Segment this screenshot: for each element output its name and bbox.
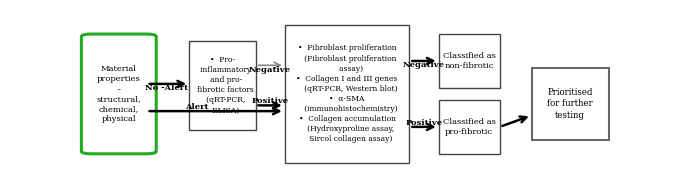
Text: Material
properties
–
structural,
chemical,
physical: Material properties – structural, chemic… <box>97 65 141 123</box>
Text: Positive: Positive <box>406 118 443 127</box>
FancyBboxPatch shape <box>438 100 500 154</box>
FancyBboxPatch shape <box>189 41 256 130</box>
FancyBboxPatch shape <box>82 34 156 154</box>
FancyBboxPatch shape <box>285 25 410 163</box>
Text: •  Pro-
   inflammatory
   and pro-
   fibrotic factors
   (qRT-PCR,
   ELISA): • Pro- inflammatory and pro- fibrotic fa… <box>190 56 254 115</box>
FancyBboxPatch shape <box>532 68 608 140</box>
Text: Positive: Positive <box>251 97 288 105</box>
Text: Classified as
pro-fibrotic: Classified as pro-fibrotic <box>443 118 496 136</box>
Text: Alert: Alert <box>186 103 209 111</box>
FancyBboxPatch shape <box>438 34 500 88</box>
Text: No -Alert: No -Alert <box>145 84 188 92</box>
Text: •  Fibroblast proliferation
   (Fibroblast proliferation
   assay)
•  Collagen I: • Fibroblast proliferation (Fibroblast p… <box>297 44 398 143</box>
Text: Negative: Negative <box>249 66 291 74</box>
Text: Prioritised
for further
testing: Prioritised for further testing <box>547 88 593 120</box>
Text: Classified as
non-fibrotic: Classified as non-fibrotic <box>443 52 496 70</box>
Text: Negative: Negative <box>403 61 445 69</box>
